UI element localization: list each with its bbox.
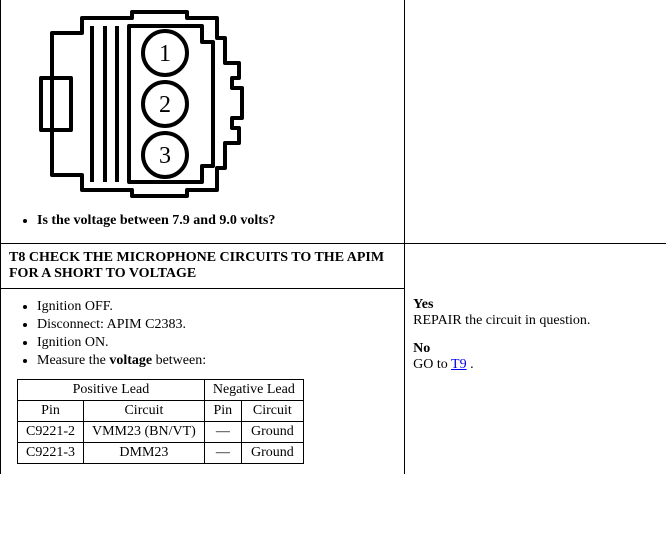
cell-pos-pin: C9221-2 bbox=[18, 422, 84, 443]
cell-pos-circuit: VMM23 (BN/VT) bbox=[84, 422, 205, 443]
measurement-table: Positive Lead Negative Lead Pin Circuit … bbox=[17, 379, 304, 464]
cell-neg-pin: — bbox=[204, 443, 241, 464]
step-list: Ignition OFF. Disconnect: APIM C2383. Ig… bbox=[9, 299, 396, 369]
th-negative: Negative Lead bbox=[204, 380, 303, 401]
row1-left-cell: 1 2 3 Is the voltage between 7.9 and 9.0… bbox=[1, 0, 405, 244]
step-2-prefix: Disconnect: bbox=[37, 317, 107, 332]
cell-pos-circuit: DMM23 bbox=[84, 443, 205, 464]
step-4-suffix: between: bbox=[152, 353, 206, 368]
step-4-bold: voltage bbox=[109, 353, 152, 368]
pin-3-label: 3 bbox=[159, 143, 171, 169]
connector-diagram: 1 2 3 bbox=[37, 8, 247, 203]
answer-yes-action: REPAIR the circuit in question. bbox=[413, 313, 658, 329]
answer-no-prefix: GO to bbox=[413, 357, 451, 372]
step-4: Measure the voltage between: bbox=[37, 353, 396, 369]
step-2: Disconnect: APIM C2383. bbox=[37, 317, 396, 333]
row2-left-cell: Ignition OFF. Disconnect: APIM C2383. Ig… bbox=[1, 289, 405, 475]
th-pos-circuit: Circuit bbox=[84, 401, 205, 422]
step-title: T8 CHECK THE MICROPHONE CIRCUITS TO THE … bbox=[1, 244, 405, 289]
cell-neg-pin: — bbox=[204, 422, 241, 443]
th-neg-pin: Pin bbox=[204, 401, 241, 422]
row2-right-cell: Yes REPAIR the circuit in question. No G… bbox=[405, 289, 666, 475]
step-4-prefix: Measure the bbox=[37, 353, 109, 368]
goto-link[interactable]: T9 bbox=[451, 357, 467, 372]
answer-no-label: No bbox=[413, 341, 658, 357]
th-pos-pin: Pin bbox=[18, 401, 84, 422]
answer-no-suffix: . bbox=[467, 357, 474, 372]
cell-neg-circuit: Ground bbox=[241, 422, 303, 443]
pin-2-label: 2 bbox=[159, 92, 171, 118]
pin-1-label: 1 bbox=[159, 41, 171, 67]
step-1: Ignition OFF. bbox=[37, 299, 396, 315]
answer-yes-label: Yes bbox=[413, 297, 658, 313]
diagnostic-table: 1 2 3 Is the voltage between 7.9 and 9.0… bbox=[0, 0, 666, 474]
table-row: C9221-3 DMM23 — Ground bbox=[18, 443, 304, 464]
cell-pos-pin: C9221-3 bbox=[18, 443, 84, 464]
step-3: Ignition ON. bbox=[37, 335, 396, 351]
row1-question: Is the voltage between 7.9 and 9.0 volts… bbox=[37, 213, 396, 229]
step-2-main: APIM C2383. bbox=[107, 317, 186, 332]
table-row: C9221-2 VMM23 (BN/VT) — Ground bbox=[18, 422, 304, 443]
th-positive: Positive Lead bbox=[18, 380, 205, 401]
row1-right-cell bbox=[405, 0, 666, 244]
answer-no-action: GO to T9 . bbox=[413, 357, 658, 373]
row2-title-right bbox=[405, 244, 666, 289]
th-neg-circuit: Circuit bbox=[241, 401, 303, 422]
cell-neg-circuit: Ground bbox=[241, 443, 303, 464]
row1-question-text: Is the voltage between 7.9 and 9.0 volts… bbox=[37, 213, 275, 228]
